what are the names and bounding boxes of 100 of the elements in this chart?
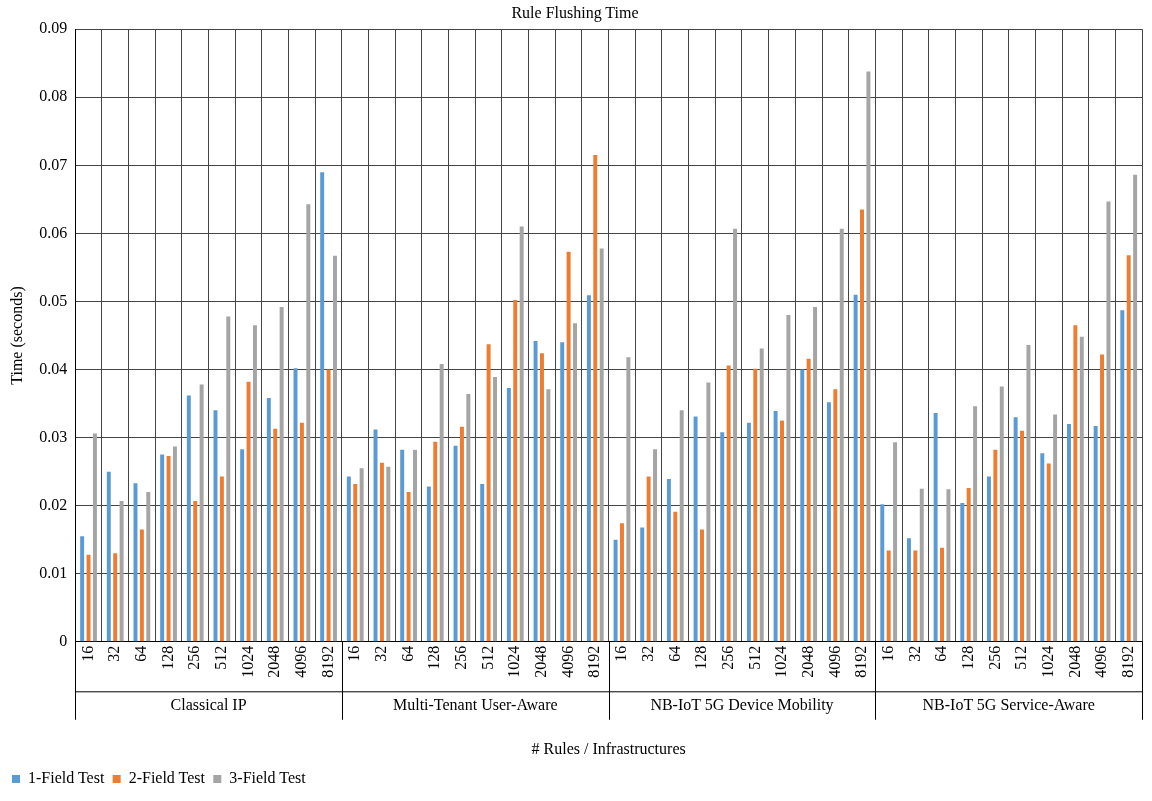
bar	[940, 547, 945, 642]
bar	[506, 387, 511, 642]
bar	[986, 476, 991, 642]
bar	[1013, 417, 1018, 642]
bar	[946, 489, 951, 642]
bar	[513, 300, 518, 642]
bar	[186, 395, 191, 642]
bar	[426, 486, 431, 642]
bar	[379, 462, 384, 642]
bar	[653, 449, 658, 642]
bar	[706, 382, 711, 642]
bar	[613, 539, 618, 642]
bar	[913, 550, 918, 642]
bar	[493, 377, 497, 642]
bar	[693, 416, 698, 642]
bar	[1093, 426, 1098, 642]
bar	[453, 445, 458, 642]
bar	[92, 433, 97, 642]
x-tick-label: 4096	[292, 645, 310, 678]
bar	[866, 71, 871, 642]
x-tick-label: 2048	[798, 645, 816, 678]
x-tick-label: 512	[478, 645, 496, 670]
y-tick-label: 0	[59, 632, 68, 649]
bar	[679, 410, 684, 642]
bar	[546, 389, 551, 642]
bar	[539, 353, 544, 642]
bar	[1106, 201, 1111, 642]
bar	[573, 323, 578, 642]
bar	[433, 441, 438, 642]
bar	[166, 455, 171, 642]
bar	[599, 248, 604, 642]
bar	[880, 504, 885, 642]
x-tick-label: 2048	[265, 645, 283, 678]
bar	[773, 411, 778, 642]
x-tick-label: 1024	[772, 645, 790, 678]
bar	[933, 413, 938, 642]
x-tick-label: 1024	[505, 645, 523, 678]
bar	[459, 426, 464, 642]
bar	[906, 538, 911, 642]
x-tick-label: 128	[692, 645, 710, 670]
bar	[666, 479, 671, 642]
bar	[1053, 414, 1058, 642]
bar	[219, 476, 224, 642]
bar	[860, 209, 864, 642]
y-tick-label: 0.01	[39, 563, 68, 581]
y-tick-label: 0.06	[39, 223, 68, 241]
x-tick-label: 2048	[1065, 645, 1083, 678]
bar	[806, 358, 811, 642]
bar	[759, 348, 764, 642]
bar	[1100, 354, 1105, 642]
x-tick-label: 4096	[558, 645, 576, 678]
bar	[853, 294, 858, 642]
x-tick-label: 128	[958, 645, 976, 670]
bar	[373, 429, 378, 642]
x-tick-label: 32	[905, 645, 923, 662]
bar	[246, 381, 251, 642]
bar	[199, 384, 204, 642]
bar	[780, 420, 784, 642]
x-tick-label: 8192	[585, 645, 603, 678]
bar	[386, 466, 391, 642]
x-tick-label: 32	[372, 645, 390, 662]
x-tick-label: 512	[212, 645, 230, 670]
x-tick-label: 16	[78, 645, 96, 662]
bar	[886, 550, 891, 642]
bar	[133, 483, 138, 642]
bar	[733, 228, 738, 642]
x-tick-label: 8192	[852, 645, 870, 678]
bar	[619, 523, 624, 642]
x-tick-label: 512	[745, 645, 763, 670]
y-tick-label: 0.02	[39, 495, 68, 513]
bar	[966, 487, 971, 642]
bar	[919, 488, 924, 642]
x-tick-label: 256	[185, 645, 203, 670]
bar	[146, 492, 151, 642]
bar	[326, 369, 331, 642]
y-axis-title: Time (seconds)	[7, 286, 26, 385]
bar	[566, 251, 571, 642]
bar	[413, 449, 417, 642]
bar	[646, 476, 651, 642]
bar	[400, 449, 405, 642]
bar	[119, 500, 124, 642]
bar	[346, 476, 351, 642]
bar	[786, 315, 791, 642]
bar	[240, 449, 245, 642]
bar	[839, 228, 844, 642]
bar	[113, 553, 118, 642]
legend-label: 3-Field Test	[229, 769, 307, 787]
bar	[640, 527, 645, 642]
bar	[720, 432, 725, 642]
bar	[1020, 430, 1025, 642]
bar	[1046, 463, 1051, 642]
bar	[800, 369, 805, 642]
y-tick-label: 0.04	[39, 359, 68, 377]
text: Classical IP	[170, 696, 247, 713]
x-tick-label: 2048	[532, 645, 550, 678]
text: Multi-Tenant User-Aware	[392, 696, 558, 713]
text: NB-IoT 5G Device Mobility	[650, 696, 834, 714]
bar	[486, 344, 491, 642]
bar	[80, 536, 85, 642]
bar	[106, 471, 111, 642]
